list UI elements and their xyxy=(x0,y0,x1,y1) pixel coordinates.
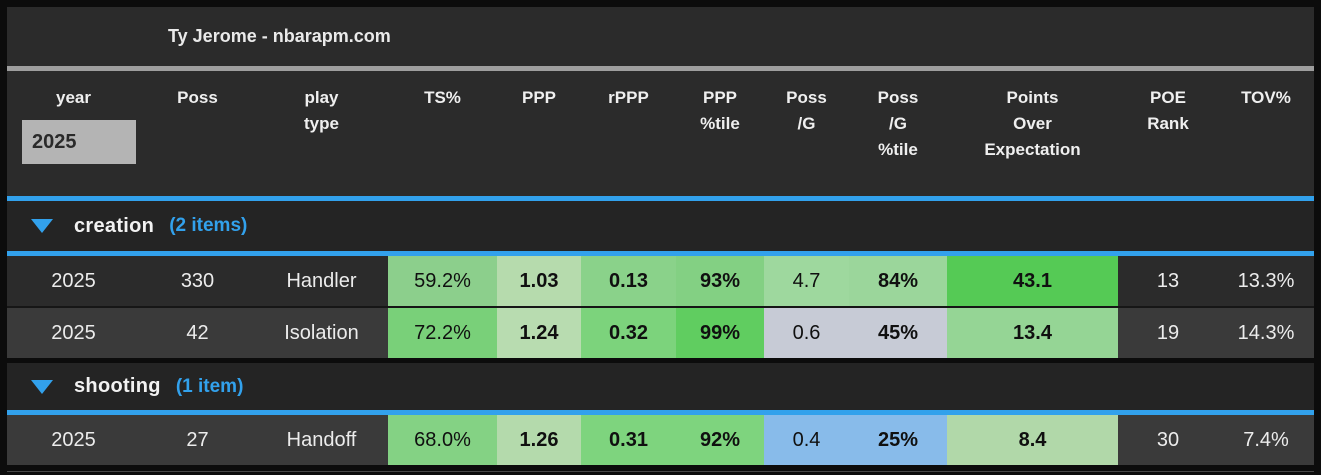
column-header-row: year Poss play type TS% PPP rPPP PPP %tile Poss… xyxy=(7,71,1314,196)
cell-ppp-tile: 92% xyxy=(676,415,764,465)
triangle-down-icon[interactable] xyxy=(31,379,53,394)
group-name: shooting xyxy=(74,375,161,397)
cell-play-type: Handoff xyxy=(286,428,357,451)
group-item-count: (1 item) xyxy=(175,375,244,397)
table-row: 2025 330 Handler 59.2% 1.03 0.13 93% 4.7 84% 43.1… xyxy=(7,256,1314,308)
col-header-rppp[interactable]: rPPP xyxy=(608,88,649,107)
cell-rppp: 0.13 xyxy=(581,256,676,306)
cell-ts: 72.2% xyxy=(388,308,497,358)
bottom-spacer xyxy=(7,465,1314,471)
cell-poe-rank: 13 xyxy=(1156,269,1180,292)
table-body: creation (2 items) 2025 330 Handler 59.2% 1.03… xyxy=(7,201,1314,465)
cell-play-type: Handler xyxy=(286,269,357,292)
cell-poss-g: 0.4 xyxy=(764,415,849,465)
cell-ppp: 1.03 xyxy=(497,256,581,306)
cell-tov: 7.4% xyxy=(1243,428,1289,451)
col-header-ppp[interactable]: PPP xyxy=(521,88,557,107)
col-header-year[interactable]: year xyxy=(7,71,140,196)
cell-rppp: 0.32 xyxy=(581,308,676,358)
table-bottom-border xyxy=(7,471,1314,472)
cell-poss-g: 4.7 xyxy=(764,256,849,306)
group-item-count: (2 items) xyxy=(169,215,248,236)
header-accent-bar xyxy=(7,196,1314,201)
cell-points-over-expectation: 43.1 xyxy=(947,256,1118,306)
cell-points-over-expectation: 8.4 xyxy=(947,415,1118,465)
col-header-ppp-tile[interactable]: PPP %tile xyxy=(700,88,740,133)
col-header-tov[interactable]: TOV% xyxy=(1241,88,1291,107)
cell-ppp: 1.26 xyxy=(497,415,581,465)
cell-poss-g-tile: 45% xyxy=(849,308,947,358)
cell-poss: 27 xyxy=(186,428,209,451)
col-header-poss-g[interactable]: Poss /G xyxy=(786,88,827,133)
cell-ts: 68.0% xyxy=(388,415,497,465)
group-header-creation[interactable]: creation (2 items) xyxy=(7,201,1314,251)
table-row: 2025 42 Isolation 72.2% 1.24 0.32 99% 0.6 45% 13.… xyxy=(7,308,1314,358)
cell-tov: 14.3% xyxy=(1237,321,1295,344)
col-header-poe-rank[interactable]: POE Rank xyxy=(1147,88,1189,133)
cell-poss-g-tile: 25% xyxy=(849,415,947,465)
stats-table: Ty Jerome - nbarapm.com year Poss play typ… xyxy=(7,7,1314,472)
cell-tov: 13.3% xyxy=(1237,269,1295,292)
cell-year: 2025 xyxy=(51,321,96,344)
col-header-poss-g-tile[interactable]: Poss /G %tile xyxy=(877,88,919,159)
cell-play-type: Isolation xyxy=(284,321,359,344)
col-header-ts[interactable]: TS% xyxy=(424,88,461,107)
col-header-points-over-expectation[interactable]: Points Over Expectation xyxy=(984,88,1081,159)
cell-poe-rank: 30 xyxy=(1156,428,1180,451)
year-filter-input[interactable] xyxy=(22,120,136,164)
table-title: Ty Jerome - nbarapm.com xyxy=(168,26,391,46)
cell-poss: 330 xyxy=(180,269,215,292)
group-accent-bar xyxy=(7,251,1314,256)
cell-poss: 42 xyxy=(186,321,209,344)
group-header-shooting[interactable]: shooting (1 item) xyxy=(7,363,1314,410)
cell-poss-g-tile: 84% xyxy=(849,256,947,306)
col-header-poss[interactable]: Poss xyxy=(177,88,218,107)
group-accent-bar xyxy=(7,410,1314,415)
cell-poe-rank: 19 xyxy=(1156,321,1180,344)
group-name: creation xyxy=(74,214,155,237)
cell-ts: 59.2% xyxy=(388,256,497,306)
triangle-down-icon[interactable] xyxy=(31,219,53,233)
col-header-play-type[interactable]: play type xyxy=(304,88,339,133)
cell-year: 2025 xyxy=(51,428,96,451)
cell-year: 2025 xyxy=(51,269,96,292)
table-title-bar: Ty Jerome - nbarapm.com xyxy=(7,7,1314,66)
cell-ppp: 1.24 xyxy=(497,308,581,358)
cell-rppp: 0.31 xyxy=(581,415,676,465)
table-row: 2025 27 Handoff 68.0% 1.26 0.31 92% 0.4 25% 8.4 30… xyxy=(7,415,1314,465)
cell-ppp-tile: 93% xyxy=(676,256,764,306)
cell-ppp-tile: 99% xyxy=(676,308,764,358)
group-gap xyxy=(7,358,1314,363)
cell-points-over-expectation: 13.4 xyxy=(947,308,1118,358)
cell-poss-g: 0.6 xyxy=(764,308,849,358)
title-divider xyxy=(7,66,1314,71)
